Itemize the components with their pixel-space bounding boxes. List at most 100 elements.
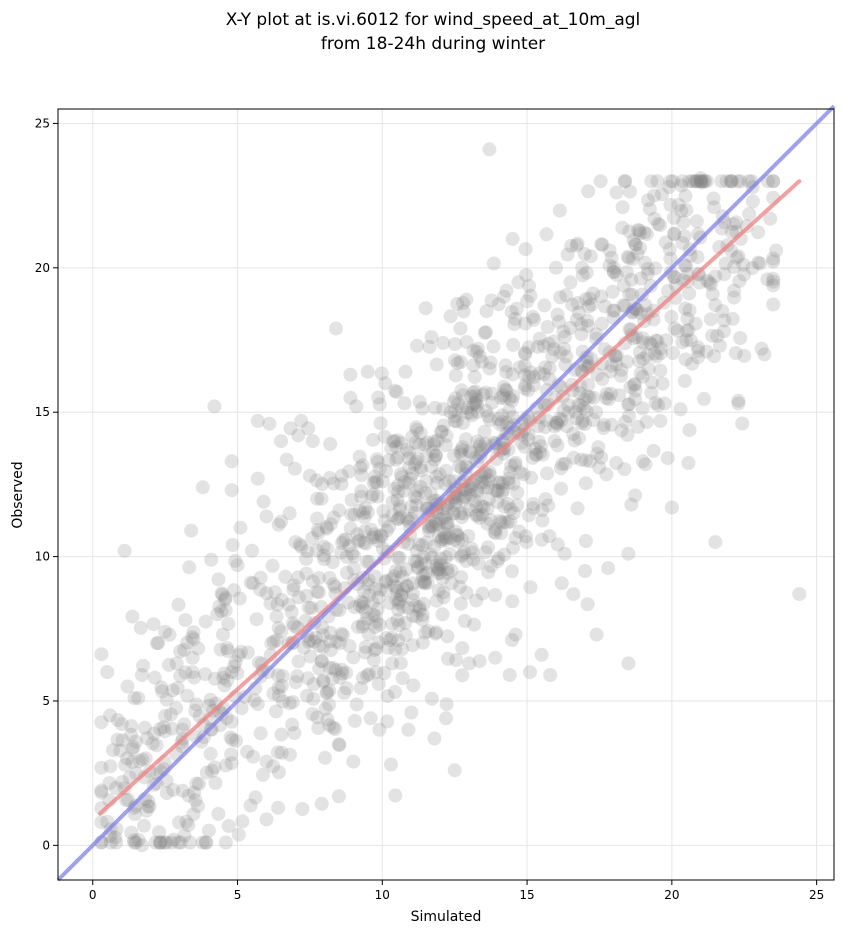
- data-point: [503, 514, 518, 529]
- data-point: [624, 322, 638, 337]
- data-point: [267, 585, 282, 600]
- data-point: [448, 391, 463, 406]
- plot-frame: [57, 108, 835, 881]
- data-point: [468, 384, 483, 399]
- data-point: [510, 485, 525, 500]
- data-point: [394, 588, 409, 602]
- data-point: [558, 456, 573, 471]
- data-point: [232, 591, 247, 606]
- data-point: [442, 547, 457, 561]
- data-point: [418, 486, 433, 501]
- data-point: [481, 540, 495, 555]
- data-point: [675, 174, 690, 189]
- data-point: [159, 692, 174, 707]
- data-point: [402, 460, 417, 475]
- data-point: [453, 596, 468, 611]
- data-point: [389, 439, 404, 454]
- data-point: [102, 776, 117, 790]
- data-point: [328, 579, 343, 594]
- data-point: [457, 506, 471, 521]
- data-point: [505, 540, 520, 555]
- data-point: [335, 628, 350, 643]
- data-point: [678, 352, 693, 367]
- data-point: [233, 520, 248, 535]
- data-point: [455, 548, 470, 563]
- data-points: [94, 142, 807, 853]
- data-point: [646, 443, 661, 458]
- data-point: [616, 298, 631, 313]
- data-point: [534, 439, 548, 454]
- data-point: [286, 582, 301, 597]
- data-point: [205, 763, 219, 778]
- data-point: [300, 688, 314, 703]
- data-point: [312, 638, 327, 653]
- data-point: [633, 240, 647, 255]
- data-point: [714, 221, 729, 236]
- data-point: [217, 666, 232, 681]
- data-point: [757, 347, 772, 362]
- data-point: [448, 368, 463, 383]
- data-point: [285, 717, 300, 732]
- data-point: [266, 759, 281, 774]
- data-point: [500, 497, 515, 511]
- data-point: [621, 397, 636, 412]
- data-point: [432, 556, 447, 571]
- data-point: [406, 576, 420, 591]
- data-point: [140, 731, 155, 746]
- data-point: [697, 391, 711, 406]
- data-point: [284, 605, 299, 619]
- data-point: [367, 569, 382, 584]
- data-point: [188, 703, 203, 718]
- data-point: [352, 503, 367, 518]
- data-point: [265, 558, 280, 573]
- data-point: [274, 624, 289, 639]
- data-point: [186, 625, 201, 640]
- data-point: [494, 390, 508, 405]
- data-point: [235, 814, 250, 829]
- data-point: [535, 513, 550, 528]
- data-point: [666, 210, 681, 225]
- data-point: [378, 376, 393, 391]
- data-point: [314, 491, 329, 506]
- data-point: [619, 265, 634, 280]
- data-point: [388, 383, 402, 398]
- data-point: [580, 389, 595, 404]
- data-point: [246, 749, 261, 764]
- data-point: [707, 200, 722, 215]
- data-point: [334, 662, 349, 677]
- data-point: [453, 355, 468, 369]
- data-point: [550, 417, 565, 432]
- data-point: [159, 835, 174, 850]
- data-point: [412, 600, 427, 615]
- data-point: [497, 514, 512, 529]
- data-point: [486, 435, 501, 450]
- data-point: [509, 301, 524, 316]
- data-point: [456, 304, 471, 319]
- data-point: [366, 487, 380, 502]
- data-point: [473, 439, 488, 454]
- data-point: [231, 648, 246, 663]
- data-point: [688, 316, 703, 331]
- data-point: [483, 468, 497, 483]
- data-point: [413, 460, 428, 475]
- data-point: [481, 492, 496, 507]
- data-point: [406, 586, 420, 601]
- data-point: [579, 404, 594, 418]
- data-point: [190, 799, 205, 814]
- data-point: [472, 510, 487, 525]
- data-point: [447, 448, 462, 463]
- data-point: [447, 413, 462, 428]
- data-point: [538, 420, 552, 435]
- data-point: [339, 665, 354, 680]
- data-point: [644, 375, 659, 390]
- data-point: [417, 576, 432, 591]
- data-point: [188, 793, 203, 808]
- data-point: [208, 776, 223, 790]
- data-point: [540, 466, 555, 481]
- data-point: [216, 670, 231, 685]
- data-point: [635, 335, 650, 350]
- data-point: [537, 298, 552, 313]
- data-point: [606, 264, 621, 279]
- data-point: [389, 385, 404, 399]
- data-point: [274, 679, 289, 693]
